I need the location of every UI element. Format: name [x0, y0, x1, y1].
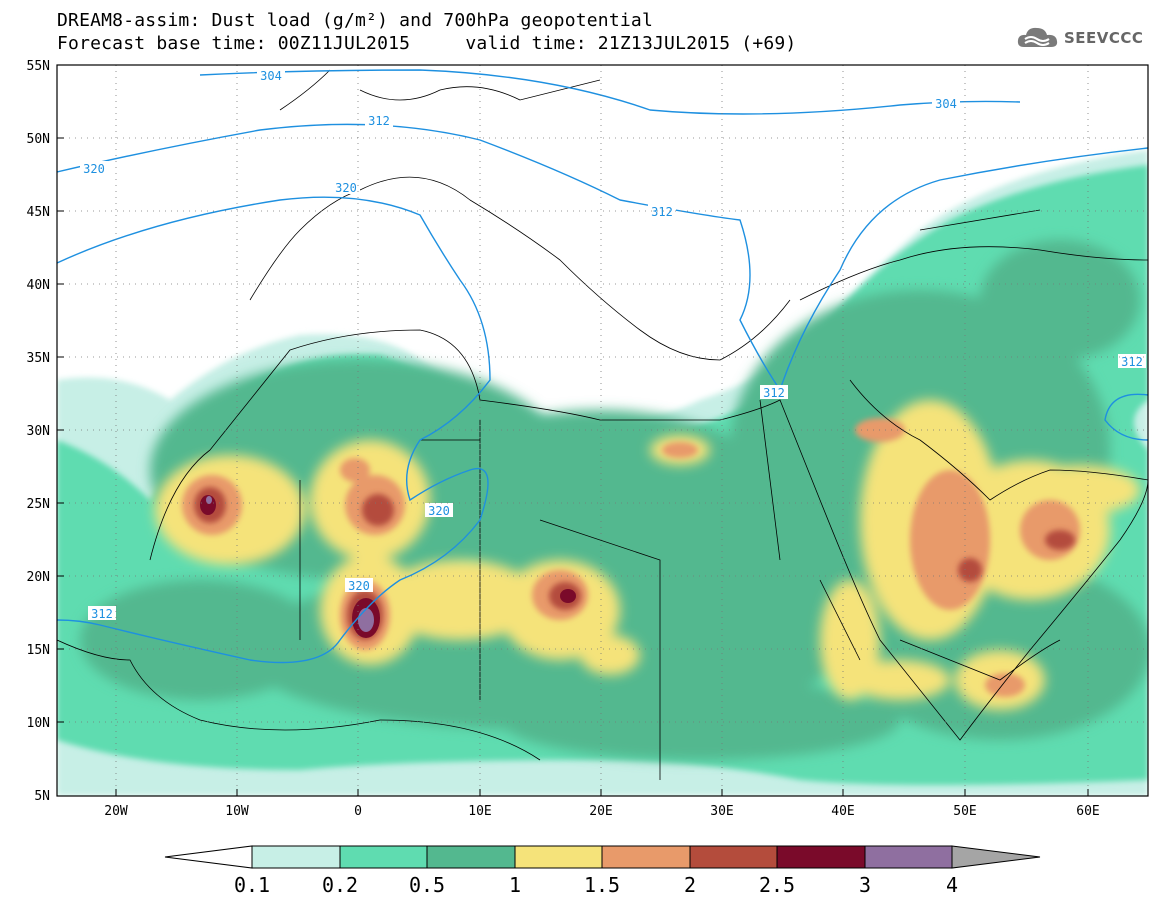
- legend-over-arrow: [951, 845, 1041, 869]
- cloud-logo-icon: [1017, 27, 1058, 47]
- y-label: 15N: [27, 643, 50, 658]
- y-label: 30N: [27, 424, 50, 439]
- x-label: 10E: [468, 804, 491, 819]
- contour-label: 312: [763, 386, 785, 400]
- dust-field: 304 312 320 312 304 312 320 312 320 320 …: [57, 65, 1148, 796]
- legend-swatch-1: [514, 845, 603, 869]
- y-label: 50N: [27, 132, 50, 147]
- legend-swatch-1.5: [601, 845, 691, 869]
- x-label: 0: [354, 804, 362, 819]
- y-label: 20N: [27, 570, 50, 585]
- contour-label: 312: [651, 205, 673, 219]
- legend-swatch-2.5: [776, 845, 866, 869]
- x-label: 60E: [1076, 804, 1099, 819]
- legend-under-arrow: [164, 845, 253, 869]
- legend-label: 2.5: [759, 873, 795, 897]
- contour-label: 320: [428, 504, 450, 518]
- legend-label: 0.5: [409, 873, 445, 897]
- contour-label: 304: [260, 69, 282, 83]
- coastlines: [57, 69, 1148, 780]
- map-subtitle: Forecast base time: 00Z11JUL2015 valid t…: [57, 33, 797, 54]
- y-axis-labels: 55N 50N 45N 40N 35N 30N 25N 20N 15N 10N …: [27, 59, 50, 804]
- contour-label: 312: [1121, 355, 1143, 369]
- y-label: 5N: [34, 789, 50, 804]
- contour-label: 320: [348, 579, 370, 593]
- contour-label: 312: [91, 607, 113, 621]
- y-label: 25N: [27, 497, 50, 512]
- legend-label: 1: [509, 873, 521, 897]
- legend-swatch-2: [689, 845, 778, 869]
- legend-label: 3: [859, 873, 871, 897]
- x-label: 30E: [710, 804, 733, 819]
- logo-text: SEEVCCC: [1064, 29, 1144, 47]
- x-label: 50E: [953, 804, 976, 819]
- y-label: 45N: [27, 205, 50, 220]
- axis-ticks: [57, 137, 1089, 796]
- legend-swatch-0.2: [339, 845, 428, 869]
- contour-label: 304: [935, 97, 957, 111]
- contour-labels: 304 312 320 312 304 312 320 312 320 320 …: [80, 68, 1146, 621]
- legend-labels: 0.1 0.2 0.5 1 1.5 2 2.5 3 4: [234, 873, 958, 897]
- legend-swatch-0.1: [251, 845, 341, 869]
- x-label: 40E: [831, 804, 854, 819]
- y-label: 10N: [27, 716, 50, 731]
- y-label: 40N: [27, 278, 50, 293]
- y-label: 55N: [27, 59, 50, 74]
- y-label: 35N: [27, 351, 50, 366]
- color-legend: [164, 845, 1041, 869]
- x-axis-labels: 20W 10W 0 10E 20E 30E 40E 50E 60E: [104, 804, 1099, 819]
- legend-label: 2: [684, 873, 696, 897]
- seevccc-logo: SEEVCCC: [1016, 23, 1143, 53]
- legend-label: 1.5: [584, 873, 620, 897]
- contour-label: 320: [335, 181, 357, 195]
- legend-swatch-3: [864, 845, 953, 869]
- legend-label: 4: [946, 873, 958, 897]
- geopotential-contours: [57, 69, 1148, 664]
- map-title: DREAM8-assim: Dust load (g/m²) and 700hP…: [57, 10, 653, 31]
- legend-label: 0.2: [322, 873, 358, 897]
- legend-label: 0.1: [234, 873, 270, 897]
- legend-swatch-0.5: [426, 845, 516, 869]
- x-label: 20E: [589, 804, 612, 819]
- x-label: 10W: [225, 804, 249, 819]
- x-label: 20W: [104, 804, 128, 819]
- contour-label: 320: [83, 162, 105, 176]
- contour-label: 312: [368, 114, 390, 128]
